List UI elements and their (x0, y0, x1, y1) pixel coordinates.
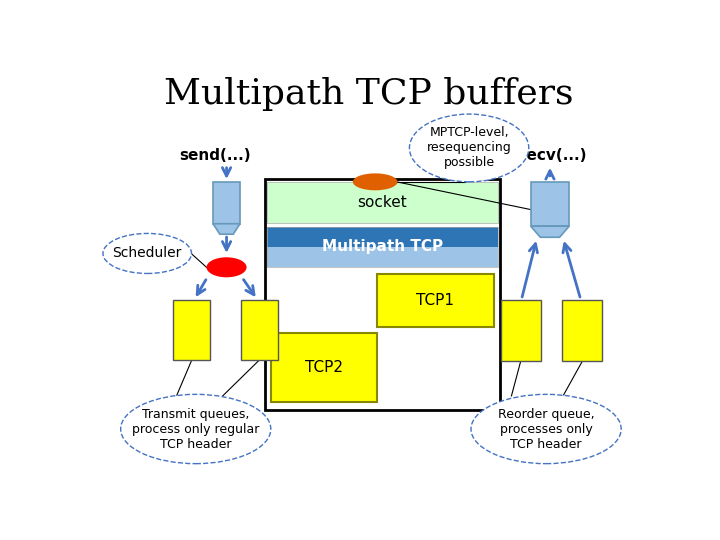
FancyBboxPatch shape (265, 179, 500, 410)
FancyBboxPatch shape (174, 300, 210, 360)
FancyBboxPatch shape (267, 182, 498, 222)
Text: MPTCP-level,
resequencing
possible: MPTCP-level, resequencing possible (427, 126, 511, 170)
Ellipse shape (103, 233, 192, 273)
Text: send(...): send(...) (179, 148, 251, 163)
Ellipse shape (121, 394, 271, 464)
Text: socket: socket (358, 195, 408, 210)
Text: Reorder queue,
processes only
TCP header: Reorder queue, processes only TCP header (498, 408, 595, 450)
Polygon shape (213, 224, 240, 234)
Ellipse shape (410, 114, 528, 182)
Text: Scheduler: Scheduler (112, 246, 182, 260)
Polygon shape (531, 226, 570, 237)
FancyBboxPatch shape (562, 300, 603, 361)
FancyBboxPatch shape (377, 274, 494, 327)
Ellipse shape (471, 394, 621, 464)
FancyBboxPatch shape (500, 300, 541, 361)
FancyBboxPatch shape (241, 300, 278, 360)
Text: Transmit queues,
process only regular
TCP header: Transmit queues, process only regular TC… (132, 408, 259, 450)
Text: recv(...): recv(...) (520, 148, 588, 163)
Text: Multipath TCP buffers: Multipath TCP buffers (164, 77, 574, 111)
FancyBboxPatch shape (267, 226, 498, 247)
FancyBboxPatch shape (531, 182, 570, 226)
Ellipse shape (207, 257, 246, 278)
FancyBboxPatch shape (213, 182, 240, 224)
Ellipse shape (353, 173, 397, 190)
FancyBboxPatch shape (271, 333, 377, 402)
Text: Multipath TCP: Multipath TCP (322, 239, 443, 254)
Text: TCP1: TCP1 (416, 293, 454, 308)
FancyBboxPatch shape (267, 247, 498, 267)
Text: TCP2: TCP2 (305, 360, 343, 375)
